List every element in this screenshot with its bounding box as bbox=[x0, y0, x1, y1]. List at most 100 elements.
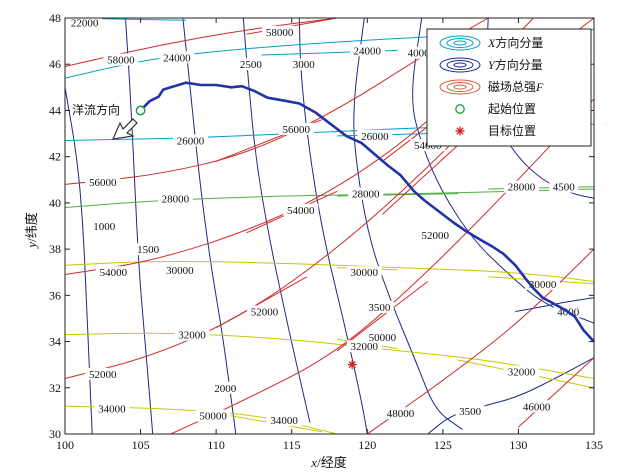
contour-label-bg bbox=[103, 53, 139, 66]
contour-label-2500: 2500 bbox=[240, 59, 263, 71]
contour-label-bg bbox=[503, 180, 539, 193]
contour-label-bg bbox=[266, 414, 302, 427]
contour-label-bg bbox=[348, 187, 384, 200]
contour-label-32000: 32000 bbox=[351, 341, 379, 353]
contour-label-bg bbox=[210, 381, 240, 394]
legend-label: 起始位置 bbox=[488, 101, 536, 116]
contour-label-58000: 58000 bbox=[107, 55, 135, 67]
contour-label-1000: 1000 bbox=[93, 221, 116, 233]
contour-lines bbox=[65, 18, 594, 434]
x-axis-label: x/经度 bbox=[310, 455, 346, 470]
legend-text: 目标位置 bbox=[488, 123, 536, 138]
contour-label-46000: 46000 bbox=[523, 401, 551, 413]
contour-y-1000 bbox=[65, 87, 93, 434]
x-tick-label: 125 bbox=[434, 438, 452, 452]
legend-item: 目标位置 bbox=[455, 123, 536, 138]
legend-item: Y方向分量 bbox=[439, 57, 543, 73]
legend-start-swatch bbox=[455, 104, 465, 114]
y-tick-label: 36 bbox=[49, 288, 61, 302]
y-tick-label: 38 bbox=[49, 242, 61, 256]
contour-label-26000: 26000 bbox=[177, 135, 205, 147]
contour-label-bg bbox=[357, 129, 393, 142]
legend-contour-swatch bbox=[453, 84, 467, 90]
y-tick-label: 48 bbox=[49, 11, 61, 25]
contour-f-46000 bbox=[518, 357, 594, 428]
contour-label-24000: 24000 bbox=[354, 45, 382, 57]
x-axis-unit: /经度 bbox=[317, 455, 347, 470]
x-tick-label: 120 bbox=[358, 438, 376, 452]
contour-y-3500 bbox=[427, 357, 594, 434]
contour-label-34000: 34000 bbox=[98, 404, 126, 416]
current-direction-label: 洋流方向 bbox=[72, 102, 120, 117]
legend-var: X bbox=[487, 36, 496, 50]
legend-contour-swatch bbox=[439, 79, 481, 95]
x-axis-ticks: 100 105 110 115 120 125 130 135 bbox=[56, 18, 603, 452]
contour-label-28000: 28000 bbox=[162, 193, 190, 205]
contour-label-bg bbox=[95, 266, 131, 279]
contour-label-bg bbox=[417, 229, 453, 242]
legend-label: X方向分量 bbox=[487, 35, 543, 50]
legend-text: 磁场总强 bbox=[488, 79, 536, 94]
contour-label-32000: 32000 bbox=[178, 330, 206, 342]
x-tick-label: 110 bbox=[207, 438, 225, 452]
plot-frame bbox=[64, 17, 595, 435]
contour-label-26000: 26000 bbox=[361, 131, 389, 143]
target-marker bbox=[347, 360, 357, 370]
contour-label-30000: 30000 bbox=[166, 265, 194, 277]
legend-label: Y方向分量 bbox=[488, 57, 543, 72]
contour-y-1500 bbox=[125, 18, 154, 434]
contour-y-4000 bbox=[515, 297, 594, 312]
contour-label-bg bbox=[94, 402, 130, 415]
contour-label-bg bbox=[133, 243, 163, 256]
legend-text: 方向分量 bbox=[495, 35, 543, 50]
contour-label-56000: 56000 bbox=[89, 177, 117, 189]
legend-contour-swatch bbox=[439, 35, 481, 51]
contour-label-bg bbox=[174, 328, 210, 341]
contour-y-2000 bbox=[182, 18, 237, 434]
legend-label: 磁场总强F bbox=[488, 79, 544, 94]
legend-item: 起始位置 bbox=[455, 101, 536, 116]
contour-label-bg bbox=[172, 134, 208, 147]
contour-label-28000: 28000 bbox=[352, 189, 380, 201]
legend-item: 磁场总强F bbox=[439, 79, 544, 95]
contour-label-bg bbox=[247, 305, 283, 318]
x-tick-label: 100 bbox=[56, 438, 74, 452]
contour-label-3500: 3500 bbox=[459, 406, 482, 418]
contour-label-4500: 4500 bbox=[553, 182, 576, 194]
contour-label-bg bbox=[346, 266, 382, 279]
contour-label-24000: 24000 bbox=[163, 52, 191, 64]
contour-label-48000: 48000 bbox=[387, 408, 415, 420]
contour-label-bg bbox=[278, 122, 314, 135]
contour-label-bg bbox=[283, 203, 319, 216]
legend-label: 目标位置 bbox=[488, 123, 536, 138]
legend-contour-swatch bbox=[446, 38, 474, 48]
contour-x-30000 bbox=[65, 260, 594, 282]
contour-label-bg bbox=[289, 58, 319, 71]
contour-label-bg bbox=[157, 192, 193, 205]
legend-var: F bbox=[535, 80, 544, 94]
legend-target-swatch bbox=[456, 127, 464, 135]
contour-f-52000 bbox=[215, 276, 308, 329]
contour-label-3500: 3500 bbox=[368, 302, 391, 314]
contour-label-bg bbox=[455, 404, 485, 417]
legend-contour-swatch bbox=[453, 40, 467, 46]
y-axis-label: y/纬度 bbox=[24, 212, 39, 249]
contour-label-50000: 50000 bbox=[199, 411, 227, 423]
x-axis-var: x bbox=[310, 455, 317, 470]
legend-item: X方向分量 bbox=[439, 35, 543, 51]
contour-label-58000: 58000 bbox=[266, 27, 294, 39]
x-tick-label: 105 bbox=[132, 438, 150, 452]
contour-label-2000: 2000 bbox=[214, 383, 237, 395]
legend-contour-swatch bbox=[446, 82, 474, 92]
x-tick-label: 115 bbox=[283, 438, 301, 452]
contour-f-50000 bbox=[336, 281, 429, 352]
contour-label-32000: 32000 bbox=[508, 367, 536, 379]
contour-label-bg bbox=[383, 407, 419, 420]
legend-contour-swatch bbox=[453, 62, 467, 68]
x-tick-label: 130 bbox=[509, 438, 527, 452]
contour-label-bg bbox=[364, 300, 394, 313]
y-tick-label: 30 bbox=[49, 427, 61, 441]
